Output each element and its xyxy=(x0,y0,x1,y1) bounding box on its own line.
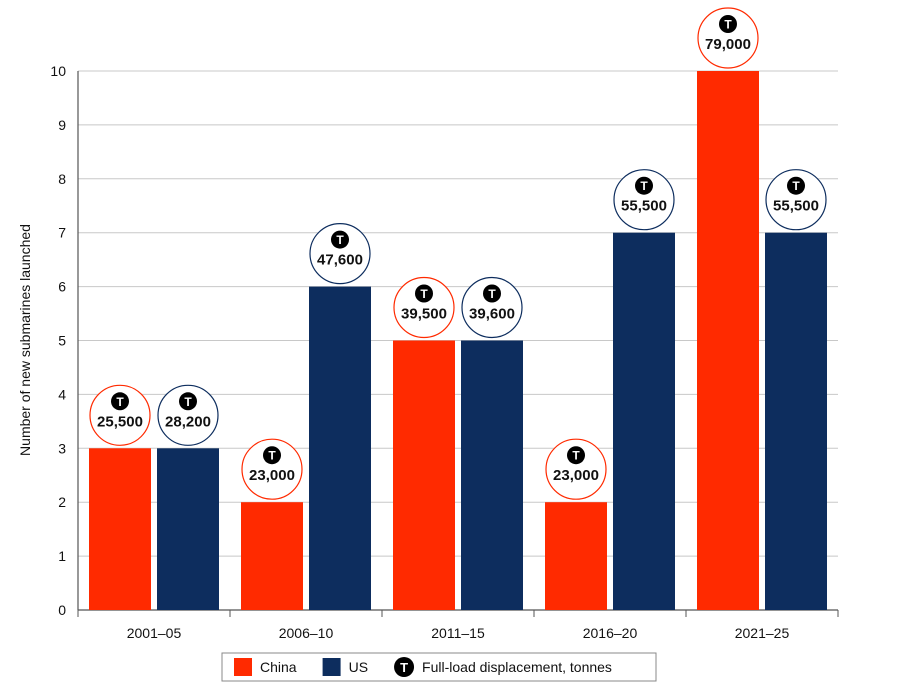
y-tick-label: 0 xyxy=(58,602,66,618)
bar-china-0 xyxy=(89,448,151,610)
y-tick-label: 7 xyxy=(58,225,66,241)
displacement-badge: T 55,500 xyxy=(765,169,827,231)
displacement-value: 28,200 xyxy=(165,413,211,430)
y-tick-label: 3 xyxy=(58,440,66,456)
displacement-badge: T 39,500 xyxy=(393,276,455,339)
t-icon xyxy=(483,284,501,303)
legend-swatch-us xyxy=(322,658,341,676)
displacement-badge: T 23,000 xyxy=(241,438,303,500)
displacement-badge: T 25,500 xyxy=(89,384,151,446)
displacement-value: 23,000 xyxy=(249,467,295,484)
t-icon xyxy=(331,230,349,249)
t-icon-glyph: T xyxy=(572,449,580,463)
x-axis: 2001–05 2006–10 2011–15 2016–20 2021–25 xyxy=(77,610,839,641)
t-icon-glyph: T xyxy=(792,179,800,193)
bar-us-2 xyxy=(461,340,523,610)
y-axis: 0 1 2 3 4 5 6 7 8 9 10 xyxy=(50,63,79,618)
bar-china-4 xyxy=(697,71,759,610)
t-icon xyxy=(394,657,415,677)
bar-us-0 xyxy=(157,448,219,610)
t-icon xyxy=(567,446,585,465)
y-tick-label: 6 xyxy=(58,279,66,295)
badge-ring xyxy=(89,384,151,446)
bars xyxy=(89,71,827,610)
displacement-value: 55,500 xyxy=(621,198,667,215)
legend-label: Full-load displacement, tonnes xyxy=(422,659,612,675)
y-tick-label: 5 xyxy=(58,333,66,349)
displacement-badge: T 39,600 xyxy=(461,276,523,339)
legend-swatch-china xyxy=(234,658,252,676)
t-icon xyxy=(787,176,805,195)
t-icon-glyph: T xyxy=(488,287,496,301)
badge-ring xyxy=(309,223,371,285)
displacement-badge: T 55,500 xyxy=(613,169,675,231)
displacement-badge: T 79,000 xyxy=(697,7,759,69)
badge-ring xyxy=(545,438,607,500)
bar-china-2 xyxy=(393,340,455,610)
t-icon-glyph: T xyxy=(116,395,124,409)
bar-china-3 xyxy=(545,502,607,610)
legend: China US T Full-load displacement, tonnes xyxy=(221,652,657,682)
y-tick-label: 9 xyxy=(58,117,66,133)
x-tick-label: 2011–15 xyxy=(431,625,485,641)
y-tick-label: 1 xyxy=(58,548,66,564)
displacement-value: 39,500 xyxy=(401,306,447,323)
displacement-badge: T 23,000 xyxy=(545,438,607,500)
t-icon-glyph: T xyxy=(184,395,192,409)
displacement-value: 25,500 xyxy=(97,413,143,430)
badge-ring xyxy=(393,276,455,339)
legend-label: US xyxy=(349,659,368,675)
t-icon-glyph: T xyxy=(336,233,344,247)
displacement-value: 39,600 xyxy=(469,306,515,323)
displacement-value: 23,000 xyxy=(553,467,599,484)
t-icon xyxy=(179,392,197,411)
t-icon xyxy=(263,446,281,465)
bar-china-1 xyxy=(241,502,303,610)
t-icon xyxy=(415,284,433,303)
badge-ring xyxy=(241,438,303,500)
t-icon-glyph: T xyxy=(724,18,732,32)
y-tick-label: 8 xyxy=(58,171,66,187)
displacement-value: 79,000 xyxy=(705,36,751,53)
x-tick-label: 2016–20 xyxy=(583,625,638,641)
displacement-badges: T 25,500 T 28,200 T 23,000 T 47,600 T 39,500 T 39,6… xyxy=(89,7,827,500)
x-tick-label: 2021–25 xyxy=(735,625,790,641)
y-tick-label: 2 xyxy=(58,494,66,510)
x-tick-label: 2001–05 xyxy=(127,625,182,641)
badge-ring xyxy=(765,169,827,231)
t-icon-glyph: T xyxy=(420,287,428,301)
displacement-value: 47,600 xyxy=(317,252,363,269)
badge-ring xyxy=(461,276,523,339)
t-icon-glyph: T xyxy=(640,179,648,193)
displacement-badge: T 28,200 xyxy=(157,384,219,446)
t-icon xyxy=(635,176,653,195)
t-icon-glyph: T xyxy=(268,449,276,463)
displacement-value: 55,500 xyxy=(773,198,819,215)
displacement-badge: T 47,600 xyxy=(309,223,371,285)
legend-label: China xyxy=(260,659,297,675)
y-tick-label: 4 xyxy=(58,386,66,402)
badge-ring xyxy=(697,7,759,69)
badge-ring xyxy=(613,169,675,231)
bar-us-3 xyxy=(613,232,675,610)
y-tick-label: 10 xyxy=(50,63,66,79)
badge-ring xyxy=(157,384,219,446)
t-icon xyxy=(719,15,737,33)
bar-us-1 xyxy=(309,286,371,610)
legend-box xyxy=(221,652,657,682)
t-icon-glyph: T xyxy=(400,660,408,675)
y-axis-label: Number of new submarines launched xyxy=(17,224,33,456)
bar-us-4 xyxy=(765,232,827,610)
x-tick-label: 2006–10 xyxy=(279,625,334,641)
t-icon xyxy=(111,392,129,411)
